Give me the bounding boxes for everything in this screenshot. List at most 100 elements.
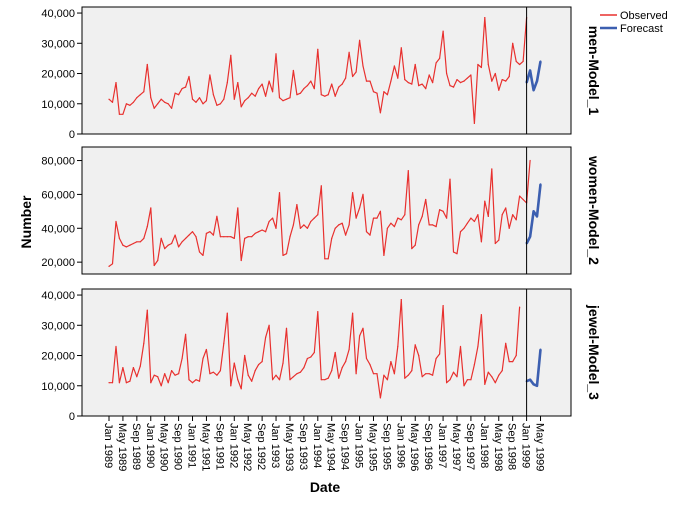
observed-point [484,200,486,202]
observed-point [327,377,329,379]
x-tick-label: May 1991 [199,423,211,471]
observed-point [268,80,270,82]
plot-area [81,146,572,275]
observed-point [365,357,368,360]
observed-point [129,244,131,246]
observed-point [466,379,468,381]
observed-point [480,314,482,316]
panel-men-Model_1: 0 10,000 20,000 30,000 40,000 men-Model_1 [41,6,602,141]
observed-point [108,265,110,267]
observed-point [331,83,333,85]
observed-point [435,226,437,228]
observed-point [512,42,514,44]
observed-point [432,82,434,84]
observed-point [376,373,378,375]
observed-point [108,382,110,384]
observed-point [411,370,413,372]
observed-point [132,367,134,369]
observed-point [519,306,521,308]
y-tick-label: 20,000 [41,69,75,81]
observed-point [258,364,260,366]
observed-point [397,217,399,219]
observed-point [491,168,493,170]
observed-point [289,379,291,381]
observed-point [160,98,162,100]
observed-point [418,85,420,87]
observed-point [456,79,458,81]
x-tick-label: May 1996 [408,423,420,471]
observed-point [205,348,207,351]
observed-point [296,373,298,375]
observed-point [164,248,166,250]
observed-point [122,113,124,115]
observed-point [327,94,329,96]
observed-point [466,77,468,79]
observed-point [442,30,444,32]
forecast-point [539,348,542,351]
observed-point [185,237,187,239]
observed-point [345,234,347,236]
observed-point [174,92,176,94]
observed-point [299,92,301,94]
observed-point [111,263,114,265]
observed-point [331,237,333,239]
observed-point [494,72,496,75]
observed-point [265,336,267,338]
observed-point [136,241,138,243]
observed-point [310,80,312,82]
observed-point [209,74,211,76]
observed-point [449,178,451,180]
observed-point [397,77,399,79]
observed-point [122,244,124,246]
observed-point [341,222,343,224]
observed-point [324,258,326,260]
observed-point [278,97,281,99]
observed-point [418,224,420,226]
observed-point [362,327,364,329]
observed-point [139,365,141,367]
observed-point [473,220,475,223]
observed-point [233,237,235,239]
x-tick-label: Jan 1990 [144,423,156,468]
observed-point [188,379,190,381]
observed-point [313,217,315,219]
observed-point [338,377,340,379]
forecast-point [536,384,538,387]
observed-point [240,106,242,108]
observed-point [212,371,214,373]
x-tick-label: May 1998 [492,423,504,471]
observed-point [111,382,114,384]
observed-point [129,104,131,106]
observed-point [244,237,246,239]
observed-point [386,94,388,96]
observed-point [171,242,173,245]
observed-point [240,388,242,390]
observed-point [508,75,510,78]
observed-point [125,246,127,248]
x-tick-label: May 1995 [366,423,378,471]
observed-point [219,370,221,372]
observed-point [244,354,246,357]
observed-point [369,234,371,236]
observed-point [303,367,305,369]
observed-point [237,207,239,209]
observed-point [251,236,253,238]
observed-point [379,112,381,114]
observed-point [195,236,197,238]
observed-point [484,383,486,385]
observed-point [212,94,214,96]
observed-point [282,362,284,364]
observed-point [508,361,510,363]
observed-point [487,63,489,66]
observed-point [439,353,441,355]
observed-point [146,226,148,228]
y-tick-label: 0 [69,129,75,141]
observed-point [143,237,145,239]
observed-point [435,62,437,64]
observed-point [390,222,392,224]
observed-point [118,113,120,115]
observed-point [341,367,343,369]
observed-point [153,107,155,109]
observed-point [275,374,277,376]
observed-point [341,83,343,85]
